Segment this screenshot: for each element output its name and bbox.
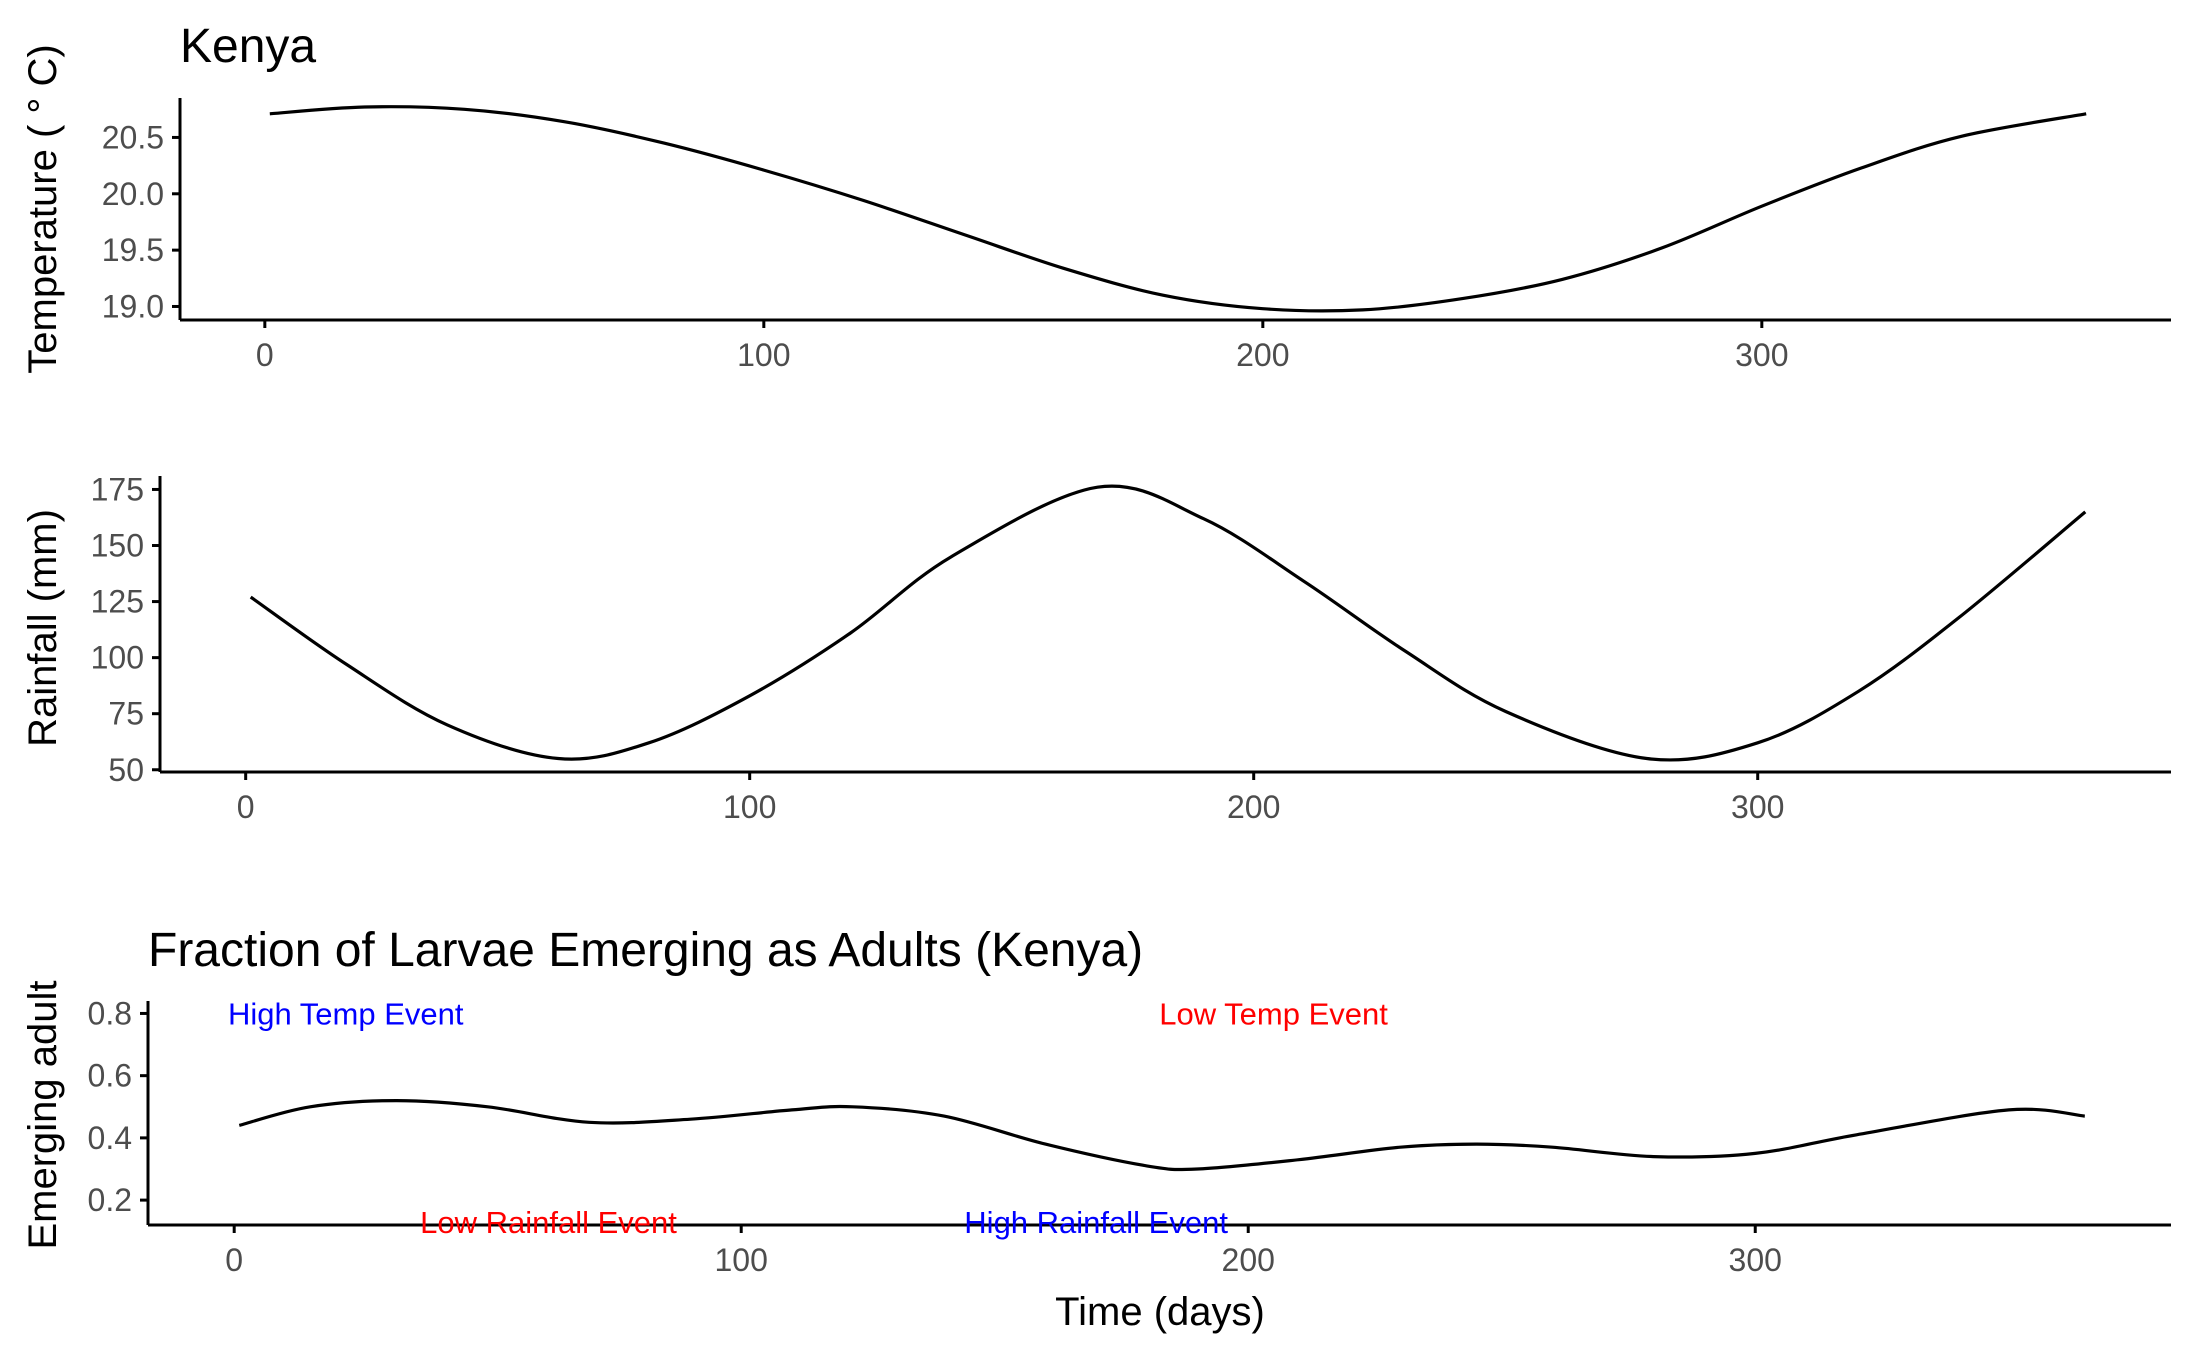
temperature-x-ticks: 0 100 200 300 [256,320,1789,373]
rainfall-y-tick-label: 175 [91,471,144,507]
temperature-y-tick-label: 20.0 [102,176,164,212]
emerging-y-tick-label: 0.6 [88,1058,132,1094]
temperature-panel: Kenya Temperature ( ° C) 0 100 200 300 19.0… [21,20,2171,374]
emerging-y-tick-label: 0.2 [88,1182,132,1218]
temperature-y-ticks: 19.0 19.5 20.0 20.5 [102,119,180,324]
event-annotation-label: High Rainfall Event [964,1205,1228,1240]
emerging-x-tick-label: 200 [1222,1242,1275,1278]
emerging-panel: Fraction of Larvae Emerging as Adults (K… [21,924,2171,1334]
temperature-y-axis-title: Temperature ( ° C) [21,44,65,373]
rainfall-x-tick-label: 300 [1731,789,1784,825]
event-annotation-label: Low Rainfall Event [420,1205,677,1240]
rainfall-y-tick-label: 75 [108,696,144,732]
rainfall-y-tick-label: 125 [91,584,144,620]
event-annotations: High Temp Event Low Temp Event Low Rainfal… [228,996,1388,1239]
temperature-x-tick-label: 0 [256,337,274,373]
emerging-x-ticks: 0 100 200 300 [225,1225,1782,1278]
rainfall-series-line [249,484,2087,762]
emerging-y-ticks: 0.2 0.4 0.6 0.8 [88,995,148,1218]
temperature-x-tick-label: 300 [1735,337,1788,373]
rainfall-y-ticks: 50 75 100 125 150 175 [91,471,160,788]
rainfall-y-tick-label: 50 [108,752,144,788]
rainfall-x-tick-label: 0 [237,789,255,825]
emerging-x-tick-label: 100 [715,1242,768,1278]
rainfall-x-tick-label: 100 [723,789,776,825]
rainfall-plot-area [249,484,2087,762]
temperature-y-tick-label: 19.0 [102,288,164,324]
temperature-panel-title: Kenya [180,20,316,73]
rainfall-y-tick-label: 150 [91,528,144,564]
time-x-axis-title: Time (days) [1055,1290,1265,1334]
temperature-x-tick-label: 200 [1236,337,1289,373]
temperature-x-tick-label: 100 [737,337,790,373]
rainfall-panel: Rainfall (mm) 0 100 200 300 50 75 100 125 150 17… [21,471,2171,825]
emerging-panel-title: Fraction of Larvae Emerging as Adults (K… [148,924,1143,977]
temperature-y-tick-label: 19.5 [102,232,164,268]
temperature-y-tick-label: 20.5 [102,119,164,155]
rainfall-y-axis-title: Rainfall (mm) [21,509,65,747]
emerging-series-line [238,1098,2085,1172]
rainfall-x-ticks: 0 100 200 300 [237,772,1784,825]
event-annotation-label: High Temp Event [228,996,464,1031]
emerging-y-axis-title: Emerging adult [21,980,65,1249]
emerging-x-tick-label: 0 [225,1242,243,1278]
rainfall-y-tick-label: 100 [91,640,144,676]
temperature-series-line [269,105,2087,313]
emerging-y-tick-label: 0.8 [88,995,132,1031]
event-annotation-label: Low Temp Event [1159,996,1388,1031]
rainfall-x-tick-label: 200 [1227,789,1280,825]
emerging-x-tick-label: 300 [1729,1242,1782,1278]
emerging-plot-area [238,1098,2085,1172]
emerging-y-tick-label: 0.4 [88,1120,132,1156]
temperature-plot-area [269,105,2087,313]
